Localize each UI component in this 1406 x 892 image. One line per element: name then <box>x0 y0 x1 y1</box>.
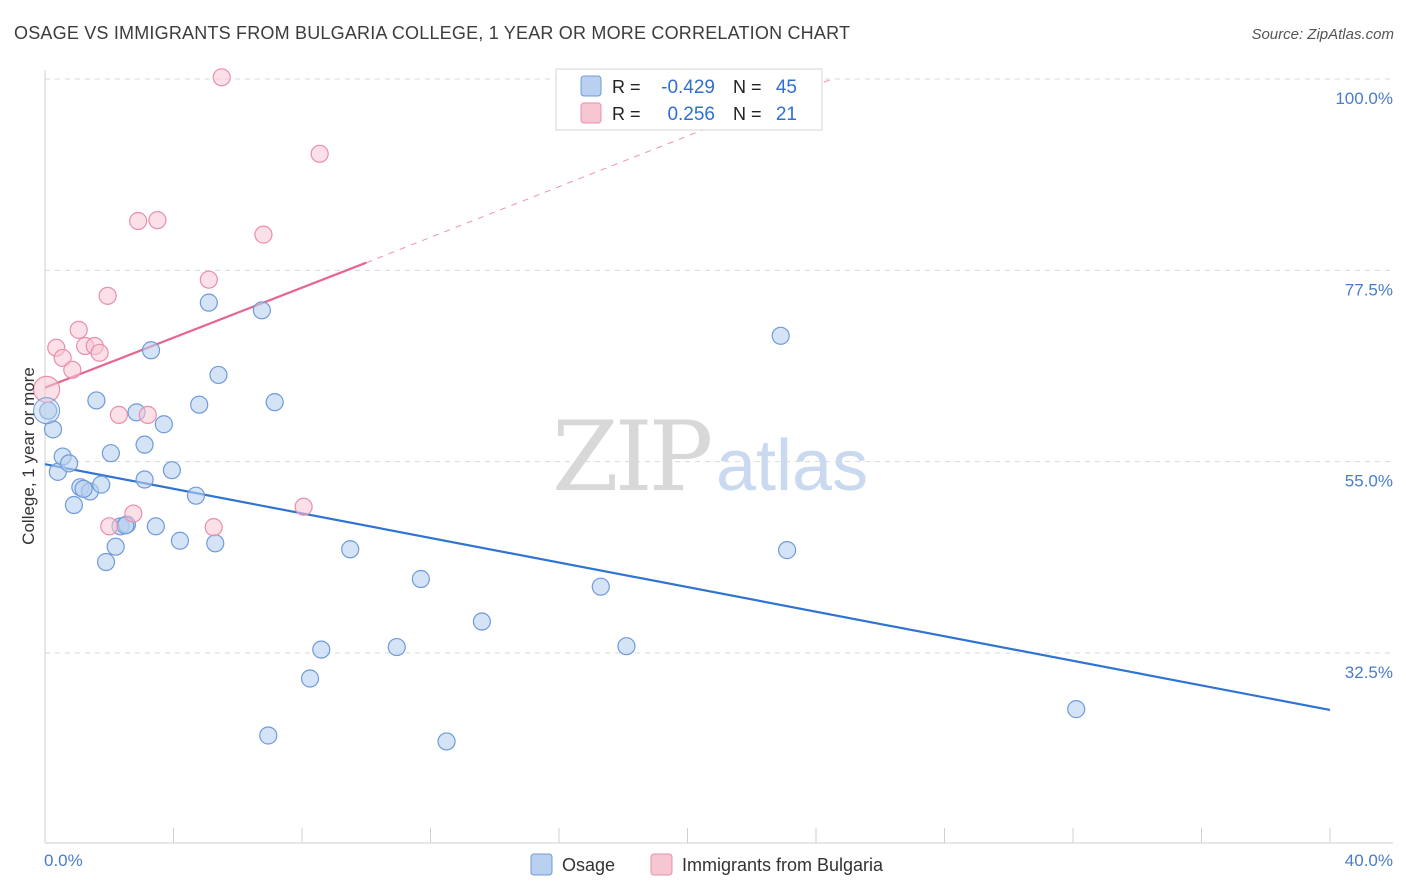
point-bulgaria-12 <box>129 211 148 231</box>
y-axis-label: College, 1 year or more <box>19 367 38 545</box>
legend-label-bulgaria: Immigrants from Bulgaria <box>682 855 884 875</box>
point-osage-28 <box>252 301 271 320</box>
y-tick-label-0: 32.5% <box>1345 663 1393 682</box>
point-bulgaria-4 <box>69 320 88 339</box>
point-bulgaria-17 <box>212 68 231 87</box>
point-bulgaria-8 <box>98 286 117 305</box>
point-bulgaria-0 <box>33 375 61 403</box>
stats-legend-n-label-bulgaria: N = <box>733 104 762 124</box>
y-tick-label-1: 55.0% <box>1345 472 1393 491</box>
point-osage-33 <box>341 540 360 559</box>
y-tick-labels: 32.5% 55.0% 77.5% 100.0% <box>1335 89 1393 682</box>
point-osage-9 <box>92 475 111 494</box>
point-osage-41 <box>777 541 797 560</box>
x-tick-label-max: 40.0% <box>1345 851 1393 870</box>
legend-swatch-bulgaria <box>650 853 673 876</box>
gridlines <box>45 78 1393 654</box>
point-osage-cluster <box>33 397 61 425</box>
source-label: Source: ZipAtlas.com <box>1251 26 1394 43</box>
point-bulgaria-18 <box>254 225 273 244</box>
trendline-osage <box>44 463 1331 712</box>
point-osage-18 <box>141 341 161 360</box>
point-osage-27 <box>209 365 228 385</box>
trendline-bulgaria <box>44 261 367 389</box>
point-osage-16 <box>135 435 154 454</box>
stats-legend-n-label-osage: N = <box>733 77 762 97</box>
point-osage-40 <box>771 326 790 345</box>
x-tick-label-min: 0.0% <box>44 851 83 870</box>
stats-legend-n-bulgaria: 21 <box>776 104 797 125</box>
y-tick-label-2: 77.5% <box>1345 280 1393 299</box>
stats-legend-swatch-bulgaria <box>580 102 602 124</box>
watermark-zip: ZIP <box>552 401 711 513</box>
watermark: ZIP atlas <box>552 401 868 513</box>
point-osage-32 <box>312 640 331 659</box>
stats-legend-r-label-osage: R = <box>612 77 641 97</box>
point-osage-31 <box>300 669 320 688</box>
stats-legend-r-bulgaria: 0.256 <box>667 104 715 125</box>
point-bulgaria-10 <box>109 405 128 424</box>
point-osage-42 <box>1067 700 1086 719</box>
point-osage-36 <box>437 732 456 751</box>
series-legend: Osage Immigrants from Bulgaria <box>530 853 884 876</box>
point-bulgaria-2 <box>53 348 72 368</box>
stats-legend: R = -0.429 N = 45 R = 0.256 N = 21 <box>555 68 823 131</box>
point-osage-19 <box>146 517 165 536</box>
point-osage-10 <box>96 552 116 572</box>
point-bulgaria-20 <box>310 144 329 163</box>
point-osage-44 <box>74 479 93 498</box>
point-osage-8 <box>87 391 106 410</box>
point-bulgaria-16 <box>204 518 223 537</box>
point-osage-30 <box>265 393 284 412</box>
point-bulgaria-3 <box>63 360 82 379</box>
point-osage-17 <box>135 470 154 489</box>
stats-legend-swatch-osage <box>580 75 602 97</box>
point-osage-25 <box>199 293 218 312</box>
stats-legend-n-osage: 45 <box>776 77 797 98</box>
point-bulgaria-14 <box>148 211 167 230</box>
point-osage-26 <box>206 534 225 553</box>
legend-label-osage: Osage <box>562 855 615 875</box>
stats-legend-r-osage: -0.429 <box>661 77 715 98</box>
point-bulgaria-9 <box>100 517 119 536</box>
point-bulgaria-19 <box>294 497 313 516</box>
point-osage-1 <box>43 420 63 439</box>
trendlines <box>44 78 1331 712</box>
point-osage-29 <box>259 726 278 745</box>
watermark-atlas: atlas <box>716 426 868 506</box>
point-osage-39 <box>617 637 636 656</box>
stats-legend-r-label-bulgaria: R = <box>612 104 641 124</box>
y-tick-label-3: 100.0% <box>1335 89 1393 108</box>
point-osage-24 <box>190 395 209 414</box>
point-osage-22 <box>170 531 190 550</box>
chart-title: OSAGE VS IMMIGRANTS FROM BULGARIA COLLEG… <box>14 23 850 43</box>
point-osage-35 <box>411 569 430 589</box>
point-osage-4 <box>59 454 79 473</box>
legend-swatch-osage <box>530 853 553 876</box>
point-osage-20 <box>154 415 173 434</box>
point-osage-37 <box>472 612 491 631</box>
point-osage-38 <box>591 577 610 596</box>
point-osage-21 <box>162 461 181 480</box>
point-osage-12 <box>106 537 125 556</box>
point-osage-5 <box>64 495 84 515</box>
point-osage-11 <box>101 444 120 463</box>
axes <box>44 70 1393 844</box>
point-osage-34 <box>387 637 406 657</box>
point-bulgaria-7 <box>90 343 109 362</box>
point-bulgaria-13 <box>138 405 157 424</box>
point-bulgaria-15 <box>199 270 218 289</box>
point-osage-23 <box>186 486 206 505</box>
point-bulgaria-11 <box>124 504 143 523</box>
data-points <box>33 68 1086 751</box>
